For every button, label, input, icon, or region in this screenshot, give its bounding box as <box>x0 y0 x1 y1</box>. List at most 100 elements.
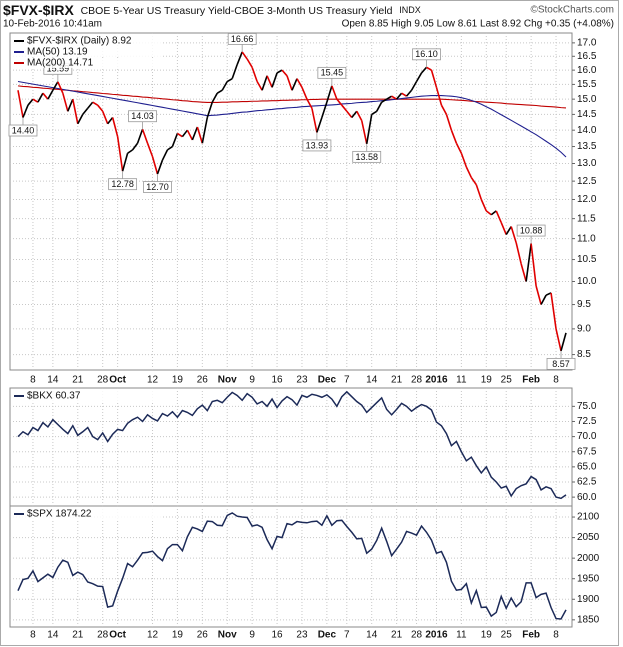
price-segment <box>176 132 183 138</box>
price-segment <box>276 69 283 74</box>
price-segment <box>375 101 383 112</box>
callout-box <box>412 48 441 61</box>
y-tick-label: 2050 <box>577 532 600 543</box>
price-segment <box>525 243 532 282</box>
x-tick-label: 26 <box>197 375 209 386</box>
price-segment <box>535 285 542 305</box>
data-label: 12.70 <box>146 182 169 192</box>
price-segment <box>266 75 273 88</box>
x-tick-label: 7 <box>344 630 350 641</box>
y-tick-label: 16.0 <box>577 65 597 76</box>
price-segment <box>281 69 288 77</box>
x-tick-label: 14 <box>47 375 59 386</box>
x-tick-label: Nov <box>218 375 237 386</box>
x-tick-label: Feb <box>522 375 540 386</box>
price-segment <box>460 152 468 168</box>
price-segment <box>101 111 109 125</box>
price-segment <box>77 114 84 125</box>
price-segment <box>396 92 403 100</box>
x-tick-label: 25 <box>501 630 513 641</box>
price-segment <box>515 242 522 265</box>
x-tick-label: 12 <box>147 375 159 386</box>
price-segment <box>261 75 268 91</box>
y-tick-label: 13.0 <box>577 158 597 169</box>
y-tick-label: 13.5 <box>577 141 597 152</box>
price-segment <box>131 142 139 151</box>
subtitle: CBOE 5-Year US Treasury Yield-CBOE 3-Mon… <box>81 5 393 17</box>
price-segment <box>286 75 293 91</box>
legend-label: MA(50) 13.19 <box>27 47 88 58</box>
price-segment <box>216 89 223 94</box>
x-tick-label: 21 <box>391 630 403 641</box>
price-segment <box>221 81 228 91</box>
price-segment <box>52 81 59 91</box>
price-segment <box>326 85 333 103</box>
price-segment <box>231 64 238 79</box>
y-tick-label: 10.5 <box>577 254 597 265</box>
price-segment <box>450 129 458 144</box>
y-tick-label: 16.5 <box>577 51 597 62</box>
price-segment <box>201 117 209 144</box>
legend-bg <box>12 47 162 57</box>
y-tick-label: 9.5 <box>577 299 591 310</box>
x-tick-label: 11 <box>456 375 467 386</box>
price-segment <box>391 95 398 100</box>
price-segment <box>161 149 169 161</box>
price-segment <box>151 156 159 175</box>
price-segment <box>121 153 129 172</box>
price-segment <box>32 98 39 103</box>
y-tick-label: 2100 <box>577 512 600 523</box>
legend-bg <box>12 58 162 68</box>
legend-bg <box>12 391 162 401</box>
price-segment <box>306 98 313 109</box>
data-label: 12.78 <box>111 179 134 189</box>
price-segment <box>435 87 443 106</box>
y-tick-label: 70.0 <box>577 431 597 442</box>
data-label: 16.66 <box>231 34 254 44</box>
price-segment <box>141 128 149 144</box>
y-tick-label: 9.0 <box>577 324 591 335</box>
series-line <box>17 512 567 620</box>
price-segment <box>555 328 562 352</box>
callout-box <box>352 150 382 163</box>
legend-label: $SPX 1874.22 <box>27 509 92 520</box>
price-segment <box>67 98 74 112</box>
price-segment <box>236 51 243 65</box>
x-tick-label: 8 <box>553 375 559 386</box>
price-segment <box>331 85 338 100</box>
legend-bg <box>12 36 162 46</box>
x-tick-label: Nov <box>218 630 237 641</box>
price-segment <box>360 120 368 145</box>
price-segment <box>191 126 199 141</box>
x-tick-label: 26 <box>197 630 209 641</box>
data-label: 8.57 <box>552 359 570 369</box>
price-segment <box>341 104 348 112</box>
x-tick-label: 21 <box>391 375 403 386</box>
price-segment <box>97 104 104 112</box>
price-segment <box>82 107 89 115</box>
credit: ©StockCharts.com <box>530 5 614 16</box>
data-label: 14.40 <box>12 125 35 135</box>
price-segment <box>311 108 318 133</box>
x-tick-label: 19 <box>172 375 184 386</box>
price-segment <box>470 177 477 186</box>
y-tick-label: 12.0 <box>577 194 597 205</box>
price-segment <box>550 292 557 329</box>
price-segment <box>510 226 517 243</box>
panel-frame <box>9 505 573 628</box>
x-tick-label: Oct <box>109 630 126 641</box>
price-segment <box>520 263 527 282</box>
price-segment <box>92 101 99 106</box>
y-tick-label: 72.5 <box>577 416 597 427</box>
price-segment <box>440 104 448 115</box>
y-tick-label: 15.5 <box>577 79 597 90</box>
x-tick-label: 19 <box>172 630 184 641</box>
price-segment <box>241 51 248 60</box>
series-line <box>17 80 567 158</box>
price-segment <box>116 136 124 172</box>
data-label: 16.10 <box>415 49 438 59</box>
price-segment <box>206 101 214 118</box>
series-line <box>17 390 567 500</box>
x-tick-label: 14 <box>47 630 59 641</box>
price-segment <box>196 126 204 144</box>
